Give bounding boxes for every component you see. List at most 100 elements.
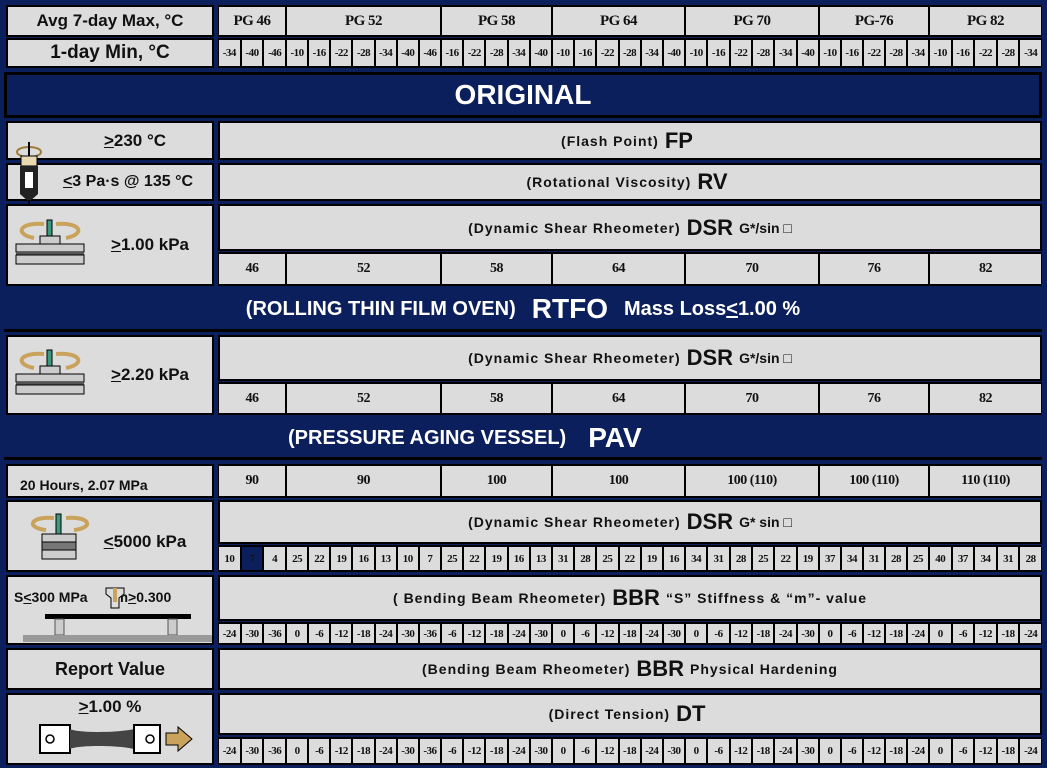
test-temp-cell: 34 <box>841 545 863 572</box>
test-temp-cell: 19 <box>796 545 819 572</box>
test-temp-cell: -24 <box>507 622 530 645</box>
test-temp-cell: 28 <box>885 545 907 572</box>
dsr-original-value: 1.00 kPa <box>120 235 189 254</box>
test-temp-cell: -36 <box>418 737 441 765</box>
grade-group: 0 -6 -12 -18 -24 -30 <box>552 622 686 645</box>
s-value: 300 MPa <box>31 589 88 605</box>
dsr-pav-test: (Dynamic Shear Rheometer) DSR G* sin □ <box>218 500 1042 544</box>
test-temp-cell: 76 <box>819 252 929 286</box>
min-temp-cell: -40 <box>796 38 819 68</box>
dsr-icon <box>15 349 85 395</box>
test-temp-cell: 4 <box>263 545 287 572</box>
test-temp-cell: -12 <box>863 737 885 765</box>
grade-group: -16 -22 -28 -34 -40 <box>441 38 553 68</box>
test-temp-cell: -12 <box>863 622 885 645</box>
test-temp-cell: -24 <box>218 622 241 645</box>
test-temp-cell: -24 <box>374 622 397 645</box>
test-temp-cell: 25 <box>907 545 929 572</box>
test-temp-cell: 25 <box>441 545 464 572</box>
max-temp-label: Avg 7-day Max, °C <box>6 5 214 37</box>
bbr-icon <box>23 587 212 642</box>
test-temp-cell: -30 <box>240 737 264 765</box>
s-label: S <box>14 589 24 605</box>
test-temp-cell: -6 <box>308 737 331 765</box>
test-temp-cell: -12 <box>330 737 353 765</box>
grade-group: 46 <box>218 252 286 286</box>
aging-temp-cell: 100 (110) <box>819 464 929 498</box>
test-temp-cell: 46 <box>218 252 286 286</box>
grade-group: -24 -30 -36 <box>218 737 287 765</box>
lte-symbol: < <box>103 532 114 551</box>
original-dsr-temp-row: 46 52 58 64 70 76 82 <box>218 252 1042 286</box>
test-temp-cell: 13 <box>529 545 553 572</box>
test-temp-cell: 52 <box>286 382 441 415</box>
pav-desc: (PRESSURE AGING VESSEL) <box>288 426 567 449</box>
grade-group: PG 64 <box>552 5 685 37</box>
bbr-abbr: BBR <box>636 656 685 681</box>
dsr-param: G*/sin □ <box>739 350 792 366</box>
min-temp-cell: -22 <box>729 38 752 68</box>
dsr-pav-requirement: < 5000 kPa <box>6 500 214 572</box>
dsr-param: G*/sin □ <box>739 219 792 236</box>
test-temp-cell: -12 <box>463 737 486 765</box>
aging-temp-cell: 90 <box>286 464 441 498</box>
test-temp-cell: -18 <box>352 737 375 765</box>
test-temp-cell: -18 <box>996 737 1020 765</box>
bbr-ph-test: (Bending Beam Rheometer) BBR Physical Hard… <box>218 648 1042 690</box>
rv-test: (Rotational Viscosity) RV <box>218 163 1042 201</box>
grade-group: PG 46 <box>218 5 286 37</box>
test-temp-cell: -36 <box>263 622 287 645</box>
test-temp-cell: 64 <box>552 382 685 415</box>
test-temp-cell: 16 <box>507 545 530 572</box>
grade-group: -10 -16 -22 -28 -34 <box>929 38 1042 68</box>
gte-symbol: > <box>128 589 137 605</box>
min-temp-cell: -46 <box>263 38 287 68</box>
grade-group: 100 <box>552 464 685 498</box>
min-temp-cell: -34 <box>218 38 241 68</box>
mass-loss-label: Mass Loss <box>623 297 727 320</box>
test-temp-cell: 76 <box>819 382 929 415</box>
test-temp-cell: -18 <box>618 622 641 645</box>
pav-dsr-temp-row: 10 7 4 25 22 19 16 13 10 7 25 22 19 16 13 31 28 25 22 19 16 3… <box>218 545 1042 572</box>
min-temp-cell: -10 <box>286 38 309 68</box>
test-temp-cell: 0 <box>929 737 952 765</box>
test-temp-cell: 25 <box>286 545 309 572</box>
ph-requirement: Report Value <box>6 648 214 690</box>
bbr-desc: ( Bending Beam Rheometer) <box>393 590 607 606</box>
test-temp-cell: 0 <box>286 737 309 765</box>
min-temp-cell: -10 <box>552 38 575 68</box>
test-temp-cell: -24 <box>218 737 241 765</box>
grade-group: 40 37 34 31 28 <box>929 545 1042 572</box>
test-temp-cell: 7 <box>418 545 441 572</box>
min-temp-cell: -34 <box>774 38 797 68</box>
test-temp-cell: 28 <box>1019 545 1042 572</box>
test-temp-cell: -24 <box>907 737 929 765</box>
min-temp-cell: -28 <box>618 38 641 68</box>
grade-group: 90 <box>286 464 441 498</box>
min-temp-cell: -34 <box>507 38 530 68</box>
test-temp-cell: -12 <box>974 622 997 645</box>
rv-requirement: < 3 Pa·s @ 135 °C <box>6 163 214 201</box>
grade-group: -6 -12 -18 -24 -30 <box>441 622 553 645</box>
m-value: 0.300 <box>136 589 172 605</box>
test-temp-cell: -6 <box>841 737 863 765</box>
test-temp-cell: 37 <box>819 545 841 572</box>
test-temp-cell: -6 <box>707 622 730 645</box>
test-temp-cell: -24 <box>774 622 797 645</box>
test-temp-cell: -30 <box>796 737 819 765</box>
rtfo-dsr-temp-row: 46 52 58 64 70 76 82 <box>218 382 1042 415</box>
test-temp-cell: 82 <box>929 252 1042 286</box>
test-temp-cell: 0 <box>552 622 575 645</box>
test-temp-cell: -24 <box>507 737 530 765</box>
test-temp-cell: -30 <box>662 737 686 765</box>
grade-group: 76 <box>819 252 929 286</box>
fp-value: 230 °C <box>113 130 167 150</box>
min-temp-cell: -34 <box>640 38 663 68</box>
test-temp-cell: 31 <box>996 545 1020 572</box>
grade-group: 0 -6 -12 -18 -24 <box>819 622 929 645</box>
grade-group: 0 -6 -12 -18 -24 <box>819 737 929 765</box>
gte-symbol: > <box>111 235 121 254</box>
bbr-ph-param: Physical Hardening <box>690 661 838 677</box>
min-temp-cell: -16 <box>308 38 331 68</box>
dsr-icon <box>15 219 85 265</box>
